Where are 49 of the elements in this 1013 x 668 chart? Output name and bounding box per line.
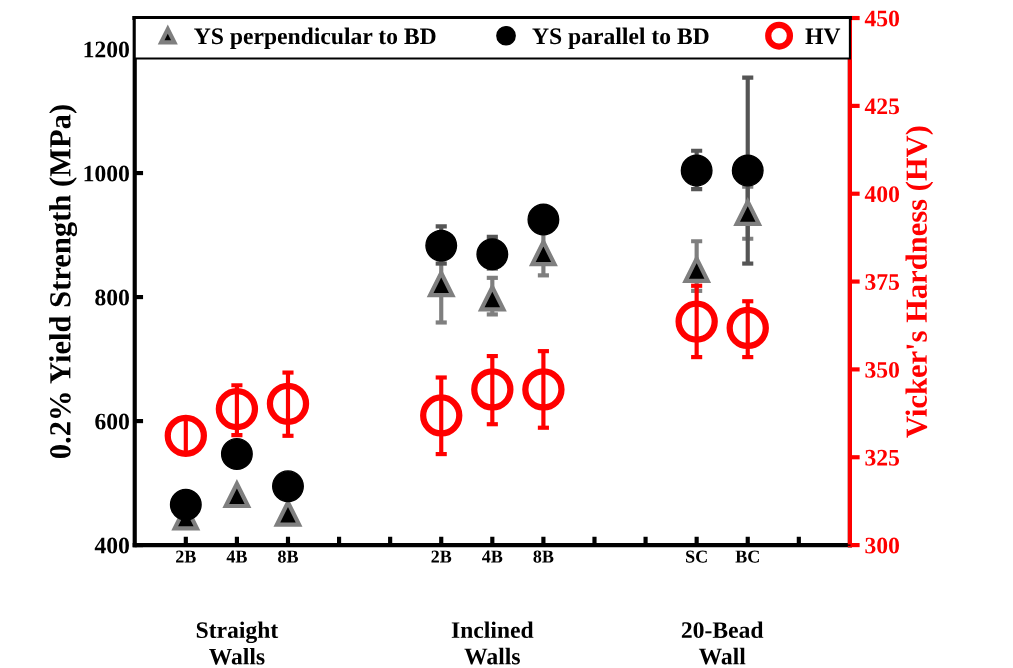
y2-tick-label: 300 [865,537,900,554]
point [675,300,718,343]
point [274,500,302,527]
point [420,394,463,437]
point [733,197,762,226]
text: Inclined Walls [451,621,534,665]
x-tick-label: 2B [431,550,452,563]
legend-label: YS perpendicular to BD [194,27,436,50]
point [471,368,514,411]
y2-tick-label: 425 [864,98,900,115]
point [220,437,253,470]
y2-tick-label: 400 [864,186,900,203]
y-tick-label: 800 [95,289,129,306]
legend-label: YS parallel to BD [532,27,709,50]
y-axis-title: 0.2% Yield Strength (MPa) [49,105,78,459]
legend-label: HV [805,28,841,45]
y-tick-label: 1000 [84,165,129,182]
point [726,306,769,350]
text: Straight Walls [196,621,279,665]
point [731,154,764,187]
y2-tick-label: 450 [864,10,900,27]
point [522,368,565,411]
point [683,256,710,283]
x-tick-label: 4B [482,550,503,563]
y2-tick-label: 350 [865,361,900,378]
point [272,470,304,503]
y-tick-label: 400 [94,537,129,554]
point [266,382,310,426]
x-tick-label: 4B [226,550,247,563]
y2-tick-label: 375 [865,274,900,290]
x-tick-label: 8B [278,550,299,563]
point [530,239,557,267]
point [428,270,455,298]
text: 20-Bead Wall [681,621,764,665]
y2-axis-title: Vicker's Hardness (HV) [905,126,934,438]
x-tick-label: SC [686,550,707,563]
y-tick-label: 1200 [84,41,129,58]
point [169,488,202,521]
x-tick-label: 8B [533,550,554,563]
point [527,203,560,236]
y-tick-label: 600 [95,413,129,430]
point [215,387,259,431]
x-tick-label: 2B [176,550,196,563]
point [680,154,713,187]
point [476,238,509,271]
point [164,414,207,457]
y2-tick-label: 325 [865,449,900,466]
x-tick-label: BC [735,550,759,563]
point [479,285,506,312]
